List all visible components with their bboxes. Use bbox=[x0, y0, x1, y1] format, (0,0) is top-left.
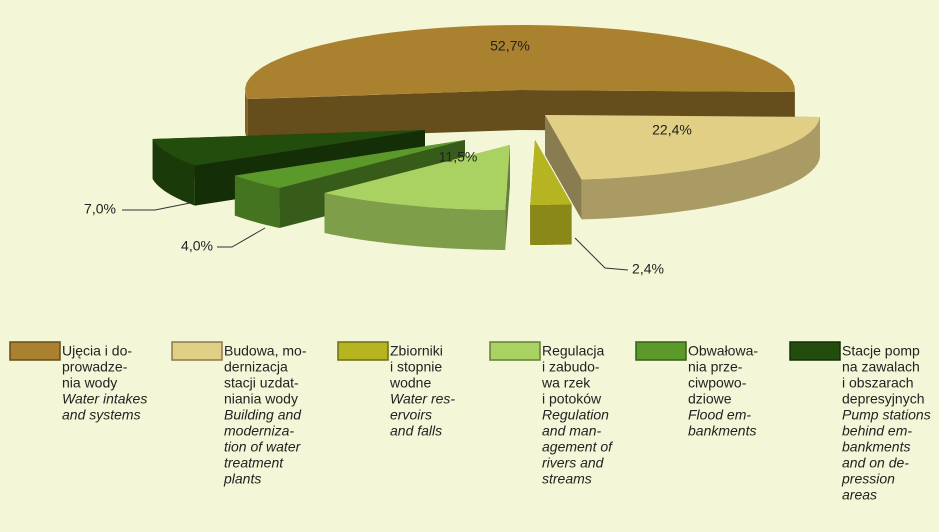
legend-label: Stacje pomp bbox=[842, 343, 920, 359]
legend-swatch bbox=[9, 341, 61, 361]
value-label: 7,0% bbox=[84, 201, 116, 217]
value-label: 52,7% bbox=[490, 38, 530, 54]
slice-side bbox=[247, 90, 521, 140]
legend-label-en: moderniza- bbox=[224, 423, 294, 439]
legend-label-en: Regulation bbox=[542, 407, 609, 423]
legend-label: i zabudo- bbox=[542, 359, 600, 375]
legend-label-en: agement of bbox=[542, 439, 614, 455]
legend-label-en: and falls bbox=[390, 423, 442, 439]
slice-top bbox=[245, 25, 795, 99]
slice-side bbox=[545, 115, 582, 220]
legend-label-en: tion of water bbox=[224, 439, 302, 455]
legend-label: i stopnie bbox=[390, 359, 442, 375]
legend-label-en: Flood em- bbox=[688, 407, 751, 423]
legend-swatch bbox=[171, 341, 223, 361]
leader-line bbox=[217, 227, 266, 248]
slice bbox=[530, 140, 572, 245]
legend-label: niania wody bbox=[224, 391, 298, 407]
slice bbox=[545, 115, 820, 220]
legend-label-en: treatment bbox=[224, 455, 284, 471]
legend-label: Ujęcia i do- bbox=[62, 343, 132, 359]
slice-wall bbox=[245, 90, 248, 139]
legend-label: stacji uzdat- bbox=[224, 375, 299, 391]
legend-label: Regulacja bbox=[542, 343, 604, 359]
legend-label-en: streams bbox=[542, 471, 592, 487]
legend-label-en: pression bbox=[841, 471, 895, 487]
legend-swatch bbox=[489, 341, 541, 361]
slice-top bbox=[530, 140, 572, 205]
legend-label: dernizacja bbox=[224, 359, 288, 375]
value-label: 4,0% bbox=[181, 238, 213, 254]
legend-swatch bbox=[789, 341, 841, 361]
legend-label-en: Water intakes bbox=[62, 391, 147, 407]
legend-label: Obwałowa- bbox=[688, 343, 758, 359]
slice-top bbox=[234, 140, 465, 188]
legend-label-en: bankments bbox=[688, 423, 756, 439]
slice-wall bbox=[234, 175, 280, 228]
legend-label-en: bankments bbox=[842, 439, 910, 455]
legend-label: prowadze- bbox=[62, 359, 128, 375]
leader-line bbox=[122, 202, 191, 211]
legend-label-en: areas bbox=[842, 487, 877, 503]
value-label: 22,4% bbox=[652, 122, 692, 138]
legend-swatch bbox=[337, 341, 389, 361]
legend-label-en: and man- bbox=[542, 423, 601, 439]
legend-label-en: rivers and bbox=[542, 455, 605, 471]
slice-top bbox=[324, 145, 510, 210]
slice-side bbox=[234, 140, 465, 216]
legend-label-en: and systems bbox=[62, 407, 141, 423]
legend-label: na zawalach bbox=[842, 359, 920, 375]
legend-label: i obszarach bbox=[842, 375, 914, 391]
legend-label: depresyjnych bbox=[842, 391, 925, 407]
slice-top bbox=[545, 115, 820, 180]
value-label: 11,5% bbox=[439, 149, 478, 165]
slice-wall bbox=[152, 139, 195, 206]
legend-label: Zbiorniki bbox=[390, 343, 443, 359]
legend-label-en: behind em- bbox=[842, 423, 912, 439]
legend-label: dziowe bbox=[688, 391, 732, 407]
legend-label: nia prze- bbox=[688, 359, 743, 375]
legend-label: i potoków bbox=[542, 391, 602, 407]
slice bbox=[324, 145, 510, 250]
leader-line bbox=[574, 237, 629, 271]
slice-wall bbox=[324, 193, 506, 250]
legend-label: ciwpowo- bbox=[688, 375, 747, 391]
legend-label: wa rzek bbox=[541, 375, 591, 391]
legend-label-en: plants bbox=[223, 471, 261, 487]
slice-top bbox=[152, 130, 425, 166]
legend-label-en: Pump stations bbox=[842, 407, 931, 423]
legend-label-en: Building and bbox=[224, 407, 302, 423]
legend-label-en: ervoirs bbox=[390, 407, 432, 423]
legend-swatch bbox=[635, 341, 687, 361]
slice-wall bbox=[581, 117, 820, 220]
legend-label: wodne bbox=[389, 375, 431, 391]
legend-label-en: and on de- bbox=[842, 455, 909, 471]
slice-wall bbox=[530, 204, 572, 245]
value-label: 2,4% bbox=[632, 261, 664, 277]
legend-label: nia wody bbox=[62, 375, 117, 391]
legend-label-en: Water res- bbox=[390, 391, 455, 407]
legend-label: Budowa, mo- bbox=[224, 343, 307, 359]
